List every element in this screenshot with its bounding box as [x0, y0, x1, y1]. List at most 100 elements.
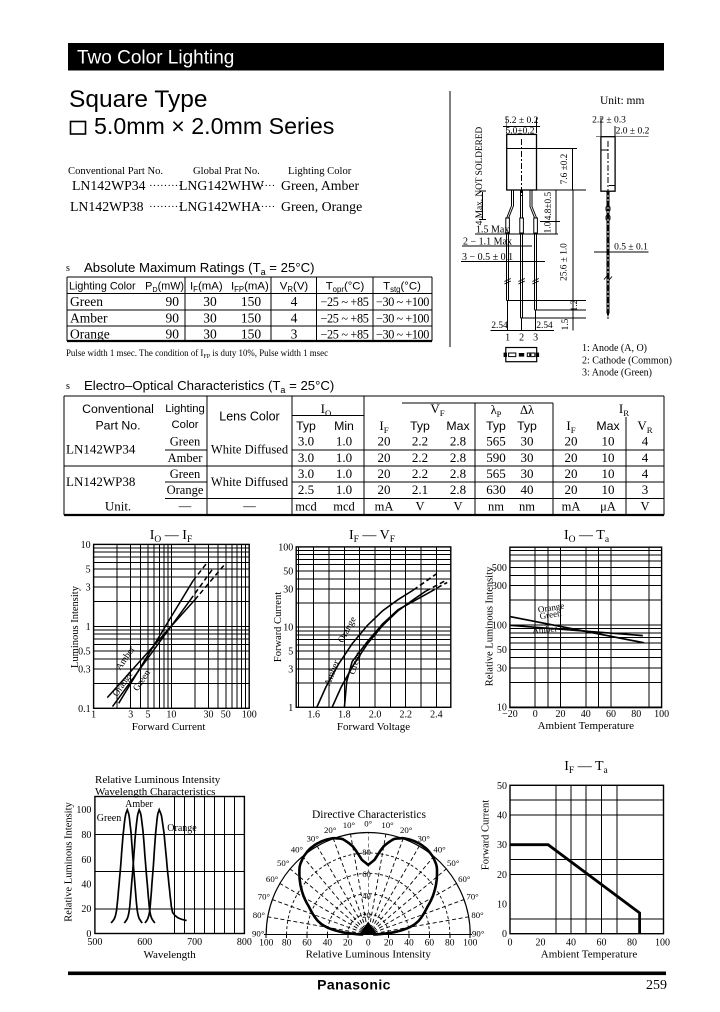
svg-text:Electro–Optical Characteristic: Electro–Optical Characteristics (Ta = 25… — [84, 378, 334, 395]
svg-text:V: V — [640, 500, 649, 514]
svg-text:VR: VR — [637, 418, 652, 435]
svg-text:3: 3 — [86, 583, 91, 594]
svg-text:150: 150 — [241, 294, 262, 309]
svg-text:30: 30 — [203, 294, 217, 309]
svg-text:500: 500 — [492, 563, 507, 574]
svg-text:Max: Max — [596, 419, 620, 433]
svg-text:−20: −20 — [502, 709, 518, 720]
svg-text:800: 800 — [237, 937, 252, 948]
svg-text:2.2: 2.2 — [412, 434, 428, 449]
svg-text:0: 0 — [86, 929, 91, 940]
svg-text:5: 5 — [86, 565, 91, 576]
svg-text:IO — Ta: IO — Ta — [564, 528, 610, 545]
svg-text:50: 50 — [221, 710, 231, 721]
svg-text:5: 5 — [288, 647, 293, 658]
svg-text:Green: Green — [170, 435, 201, 449]
svg-text:1.5 Max: 1.5 Max — [476, 224, 509, 235]
svg-text:1.0: 1.0 — [336, 450, 352, 465]
svg-text:2.8: 2.8 — [450, 482, 466, 497]
svg-text:White Diffused: White Diffused — [211, 475, 289, 489]
svg-text:80°: 80° — [471, 910, 484, 920]
svg-text:60: 60 — [302, 938, 312, 948]
svg-text:1.0: 1.0 — [336, 482, 352, 497]
svg-text:90°: 90° — [472, 929, 485, 939]
svg-text:Forward Current: Forward Current — [273, 592, 284, 662]
svg-text:100: 100 — [278, 542, 293, 553]
svg-text:50°: 50° — [277, 858, 290, 868]
svg-text:Ambient Temperature: Ambient Temperature — [538, 720, 635, 732]
svg-text:Forward Current: Forward Current — [480, 800, 491, 870]
svg-text:2.2: 2.2 — [399, 710, 412, 721]
svg-text:4: 4 — [291, 310, 298, 325]
svg-text:λP: λP — [491, 403, 502, 419]
svg-text:μA: μA — [600, 500, 616, 514]
svg-text:630: 630 — [486, 482, 506, 497]
svg-text:Luminous Intensity: Luminous Intensity — [70, 585, 81, 668]
svg-text:nm: nm — [519, 500, 535, 514]
svg-text:Wavelength: Wavelength — [143, 949, 196, 961]
svg-text:100: 100 — [492, 620, 507, 631]
svg-text:60: 60 — [81, 855, 91, 866]
svg-text:1.0: 1.0 — [544, 221, 554, 233]
svg-text:100: 100 — [242, 710, 257, 721]
svg-text:IF: IF — [566, 418, 575, 435]
svg-text:7.6 ±0.2: 7.6 ±0.2 — [560, 153, 570, 184]
svg-text:Two Color Lighting: Two Color Lighting — [77, 48, 234, 69]
svg-text:3.0: 3.0 — [298, 450, 314, 465]
svg-text:Global Prat No.: Global Prat No. — [193, 166, 260, 177]
svg-text:Unit: mm: Unit: mm — [600, 95, 644, 107]
svg-text:Lens Color: Lens Color — [219, 410, 279, 424]
svg-text:1: 1 — [288, 703, 293, 714]
svg-text:Green: Green — [170, 467, 201, 481]
svg-text:PD(mW): PD(mW) — [145, 281, 184, 294]
svg-text:80: 80 — [81, 830, 91, 841]
svg-text:mcd: mcd — [295, 500, 317, 514]
svg-text:1.0: 1.0 — [336, 434, 352, 449]
svg-text:2.54: 2.54 — [491, 321, 508, 331]
svg-text:10: 10 — [81, 540, 91, 551]
svg-text:4: 4 — [291, 294, 298, 309]
svg-text:3 − 0.5 ± 0.1: 3 − 0.5 ± 0.1 — [462, 252, 513, 263]
svg-text:0: 0 — [366, 938, 371, 948]
svg-text:10: 10 — [602, 434, 615, 449]
svg-text:Typ: Typ — [486, 419, 506, 433]
svg-text:Green: Green — [539, 608, 563, 621]
svg-text:90: 90 — [166, 294, 180, 309]
svg-text:10: 10 — [497, 703, 507, 714]
svg-text:80: 80 — [362, 847, 371, 857]
svg-text:40: 40 — [404, 938, 414, 948]
svg-text:Absolute Maximum Ratings (Ta =: Absolute Maximum Ratings (Ta = 25°C) — [84, 260, 315, 277]
svg-text:300: 300 — [492, 581, 507, 592]
svg-text:s: s — [66, 263, 70, 274]
svg-text:Orange: Orange — [537, 601, 565, 615]
svg-text:5: 5 — [146, 710, 151, 721]
svg-text:Relative Luminous Intensity: Relative Luminous Intensity — [485, 566, 496, 686]
svg-text:590: 590 — [486, 450, 506, 465]
svg-text:30: 30 — [204, 710, 214, 721]
svg-text:40: 40 — [497, 811, 507, 822]
svg-text:100: 100 — [655, 937, 670, 948]
svg-text:25.6 ± 1.0: 25.6 ± 1.0 — [560, 243, 570, 281]
svg-text:70°: 70° — [466, 892, 479, 902]
svg-text:−25 ~ +85: −25 ~ +85 — [320, 327, 368, 341]
svg-text:30°: 30° — [418, 833, 431, 843]
svg-text:VF: VF — [430, 401, 444, 418]
svg-text:10: 10 — [166, 710, 176, 721]
svg-text:0.1: 0.1 — [78, 704, 91, 715]
svg-text:2.0 ± 0.2: 2.0 ± 0.2 — [616, 127, 650, 137]
svg-text:30: 30 — [521, 466, 534, 481]
svg-text:1: 1 — [505, 333, 510, 344]
svg-text:30: 30 — [203, 310, 217, 325]
svg-text:20: 20 — [556, 709, 566, 720]
svg-text:2.1: 2.1 — [412, 482, 428, 497]
svg-text:20°: 20° — [400, 825, 413, 835]
svg-text:0: 0 — [508, 937, 513, 948]
svg-text:Green: Green — [97, 813, 121, 824]
svg-text:Relative Luminous Intensity: Relative Luminous Intensity — [64, 801, 75, 921]
svg-text:0°: 0° — [364, 819, 372, 829]
svg-text:150: 150 — [241, 310, 262, 325]
svg-text:Forward Current: Forward Current — [132, 721, 206, 733]
svg-text:4: 4 — [642, 450, 649, 465]
svg-text:565: 565 — [486, 466, 506, 481]
svg-text:600: 600 — [137, 937, 152, 948]
